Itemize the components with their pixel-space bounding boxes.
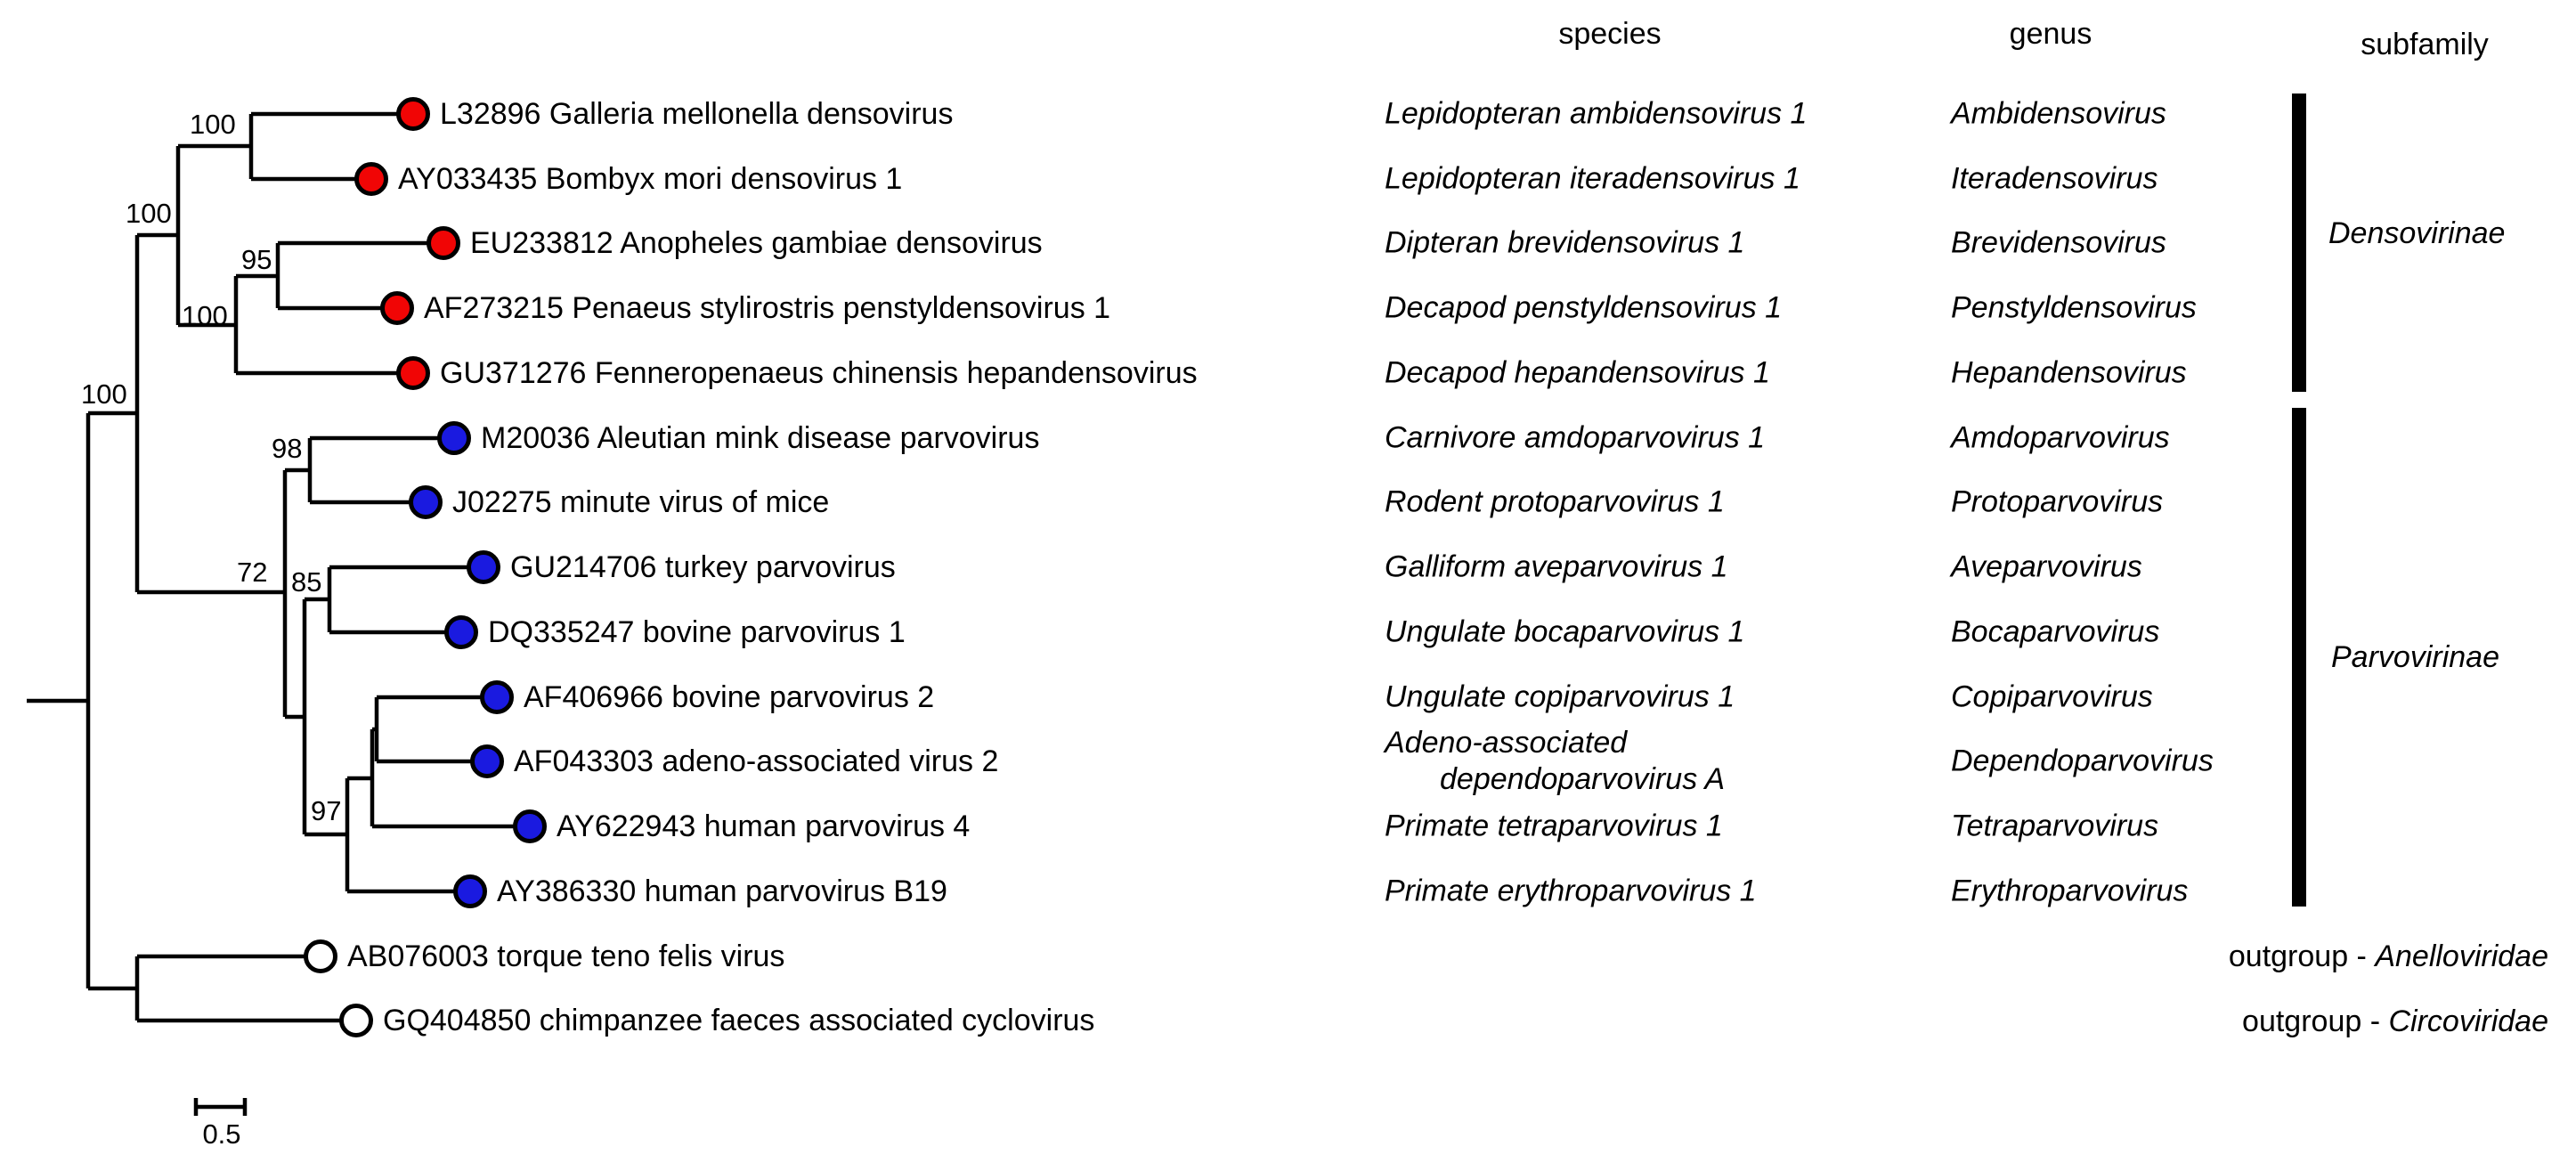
genus-label: Dependoparvovirus <box>1951 744 2214 778</box>
tip-label: AF406966 bovine parvovirus 2 <box>524 680 935 714</box>
species-label: Rodent protoparvovirus 1 <box>1385 484 1725 521</box>
species-label-line: Lepidopteran iteradensovirus 1 <box>1385 161 1800 196</box>
species-label: Primate tetraparvovirus 1 <box>1385 809 1723 845</box>
outgroup-family: Circoviridae <box>2388 1004 2549 1038</box>
species-label-line: Primate tetraparvovirus 1 <box>1385 809 1723 843</box>
scale-bar <box>193 1098 248 1116</box>
subfamily-label-parvovirinae: Parvovirinae <box>2331 640 2499 674</box>
tip-label: L32896 Galleria mellonella densovirus <box>440 97 954 131</box>
tip-label: M20036 Aleutian mink disease parvovirus <box>481 421 1040 455</box>
bootstrap-value: 72 <box>237 557 268 588</box>
scale-bar-label: 0.5 <box>202 1118 241 1150</box>
genus-label: Ambidensovirus <box>1951 96 2166 131</box>
bootstrap-value: 95 <box>241 244 272 275</box>
species-label: Lepidopteran iteradensovirus 1 <box>1385 161 1800 198</box>
tip-label: AY622943 human parvovirus 4 <box>557 809 971 843</box>
column-header-subfamily: subfamily <box>2361 28 2489 61</box>
tip-node-circle-blue <box>480 680 514 714</box>
subfamily-label-densovirinae: Densovirinae <box>2328 216 2506 250</box>
species-label-line: Primate erythroparvovirus 1 <box>1385 874 1757 908</box>
tip-label: GU214706 turkey parvovirus <box>510 550 896 584</box>
outgroup-prefix: outgroup - <box>2242 1004 2389 1038</box>
species-label-line: Ungulate copiparvovirus 1 <box>1385 679 1735 714</box>
tip-node-circle-red <box>354 162 388 196</box>
genus-label: Copiparvovirus <box>1951 679 2153 714</box>
genus-label: Penstyldensovirus <box>1951 290 2197 325</box>
species-label: Ungulate bocaparvovirus 1 <box>1385 614 1744 651</box>
genus-label: Protoparvovirus <box>1951 484 2164 519</box>
tree-edges <box>27 111 515 1023</box>
tip-node-circle-blue <box>409 485 443 519</box>
bootstrap-value: 100 <box>190 109 236 140</box>
subfamily-bracket-bar <box>2292 408 2306 907</box>
tip-node-circle-red <box>396 356 430 390</box>
subfamily-bracket-bar <box>2292 94 2306 392</box>
species-label: Galliform aveparvovirus 1 <box>1385 549 1727 586</box>
bootstrap-value: 100 <box>182 300 228 331</box>
outgroup-prefix: outgroup - <box>2228 939 2376 973</box>
bootstrap-value: 85 <box>291 566 322 598</box>
tip-label: AF273215 Penaeus stylirostris penstylden… <box>424 291 1111 325</box>
species-label-line: Rodent protoparvovirus 1 <box>1385 484 1725 519</box>
tip-node-circle-blue <box>467 550 500 584</box>
species-label: Carnivore amdoparvovirus 1 <box>1385 420 1765 457</box>
tip-node-circle-red <box>380 291 414 325</box>
genus-label: Iteradensovirus <box>1951 161 2158 196</box>
species-label-line: Adeno-associated <box>1385 726 1628 760</box>
species-label: Lepidopteran ambidensovirus 1 <box>1385 96 1807 133</box>
column-header-genus: genus <box>2009 17 2092 51</box>
tip-node-circle-white <box>304 939 337 973</box>
subfamily-brackets <box>2292 94 2306 907</box>
tip-node-circle-blue <box>470 744 504 778</box>
tip-label: GQ404850 chimpanzee faeces associated cy… <box>383 1004 1095 1037</box>
bootstrap-value: 97 <box>311 795 342 826</box>
tip-node-circles <box>304 97 547 1037</box>
genus-label: Aveparvovirus <box>1951 549 2142 584</box>
species-label-line: Carnivore amdoparvovirus 1 <box>1385 420 1766 455</box>
genus-label: Amdoparvovirus <box>1951 420 2170 455</box>
tip-node-circle-blue <box>437 421 471 455</box>
tip-node-circle-blue <box>513 809 547 843</box>
species-label: Dipteran brevidensovirus 1 <box>1385 225 1744 262</box>
tip-node-circle-white <box>339 1004 373 1037</box>
tip-label: AY386330 human parvovirus B19 <box>497 874 947 908</box>
genus-label: Hepandensovirus <box>1951 355 2187 390</box>
tip-label: J02275 minute virus of mice <box>452 485 830 519</box>
species-label-line: Galliform aveparvovirus 1 <box>1385 549 1728 584</box>
species-label: Decapod penstyldensovirus 1 <box>1385 290 1782 327</box>
species-label: Primate erythroparvovirus 1 <box>1385 874 1757 910</box>
species-label: Decapod hepandensovirus 1 <box>1385 355 1770 392</box>
tip-node-circle-blue <box>444 615 478 649</box>
tip-label: AY033435 Bombyx mori densovirus 1 <box>398 162 903 196</box>
species-label: Adeno-associated dependoparvovirus A <box>1385 725 1725 798</box>
bootstrap-value: 100 <box>126 198 172 229</box>
tip-label: GU371276 Fenneropenaeus chinensis hepand… <box>440 356 1198 390</box>
outgroup-family: Anelloviridae <box>2375 939 2548 973</box>
tip-label: AF043303 adeno-associated virus 2 <box>514 744 999 778</box>
tip-node-circle-blue <box>453 874 487 908</box>
tip-label: AB076003 torque teno felis virus <box>347 939 785 973</box>
species-label-line: Decapod hepandensovirus 1 <box>1385 355 1770 390</box>
genus-label: Bocaparvovirus <box>1951 614 2160 649</box>
outgroup-annotation-anelloviridae: outgroup - Anelloviridae <box>2229 941 2548 972</box>
genus-label: Tetraparvovirus <box>1951 809 2159 843</box>
tip-label: DQ335247 bovine parvovirus 1 <box>488 615 906 649</box>
tip-label: EU233812 Anopheles gambiae densovirus <box>470 226 1043 260</box>
outgroup-annotation-circoviridae: outgroup - Circoviridae <box>2242 1006 2548 1037</box>
tip-node-circle-red <box>396 97 430 131</box>
species-label-line: Dipteran brevidensovirus 1 <box>1385 225 1745 260</box>
bootstrap-value: 100 <box>81 378 127 410</box>
bootstrap-value: 98 <box>272 433 303 464</box>
tip-node-circle-red <box>427 226 460 260</box>
species-label: Ungulate copiparvovirus 1 <box>1385 679 1735 716</box>
species-label-line: Lepidopteran ambidensovirus 1 <box>1385 96 1808 131</box>
genus-label: Erythroparvovirus <box>1951 874 2189 908</box>
species-label-line: Ungulate bocaparvovirus 1 <box>1385 614 1745 649</box>
species-label-line: Decapod penstyldensovirus 1 <box>1385 290 1783 325</box>
column-header-species: species <box>1558 17 1662 51</box>
genus-label: Brevidensovirus <box>1951 225 2166 260</box>
species-label-line: dependoparvovirus A <box>1440 762 1726 796</box>
